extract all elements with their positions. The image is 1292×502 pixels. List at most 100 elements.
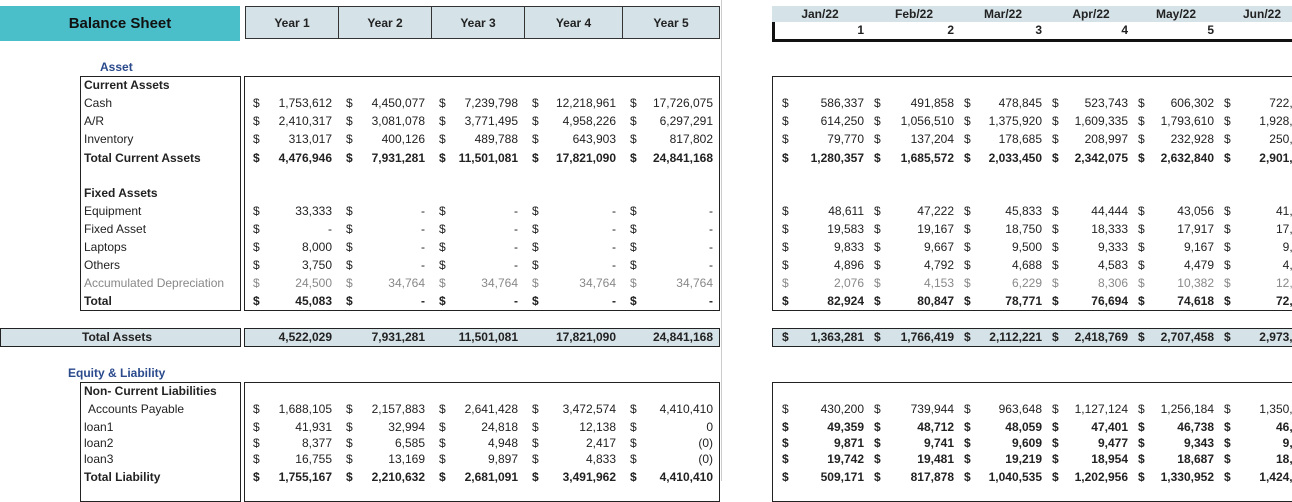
monthly-value-cell[interactable]: 19,481 bbox=[917, 452, 954, 466]
monthly-value-cell[interactable]: 1,040,535 bbox=[988, 470, 1042, 484]
currency-symbol[interactable]: $ bbox=[253, 240, 260, 254]
monthly-value-cell[interactable]: 9,741 bbox=[923, 436, 954, 450]
monthly-value-cell[interactable]: 41,66 bbox=[1275, 204, 1292, 218]
currency-symbol[interactable]: $ bbox=[874, 114, 881, 128]
monthly-value-cell[interactable]: 430,200 bbox=[820, 402, 864, 416]
currency-symbol[interactable]: $ bbox=[874, 204, 881, 218]
currency-symbol[interactable]: $ bbox=[532, 132, 539, 146]
currency-symbol[interactable]: $ bbox=[253, 132, 260, 146]
monthly-value-cell[interactable]: 2,076 bbox=[833, 276, 864, 290]
monthly-value-cell[interactable]: 4,896 bbox=[833, 258, 864, 272]
monthly-value-cell[interactable]: 48,059 bbox=[1005, 420, 1042, 434]
monthly-value-cell[interactable]: 47,401 bbox=[1091, 420, 1128, 434]
currency-symbol[interactable]: $ bbox=[439, 470, 446, 484]
currency-symbol[interactable]: $ bbox=[874, 258, 881, 272]
currency-symbol[interactable]: $ bbox=[439, 276, 446, 290]
currency-symbol[interactable]: $ bbox=[439, 132, 446, 146]
monthly-value-cell[interactable]: 9,833 bbox=[833, 240, 864, 254]
monthly-value-cell[interactable]: 43,056 bbox=[1177, 204, 1214, 218]
value-cell[interactable]: 2,157,883 bbox=[371, 402, 425, 416]
year-header-3[interactable]: Year 3 bbox=[431, 6, 525, 39]
value-cell[interactable]: 8,000 bbox=[301, 240, 332, 254]
currency-symbol[interactable]: $ bbox=[1224, 402, 1231, 416]
currency-symbol[interactable]: $ bbox=[532, 402, 539, 416]
value-cell[interactable]: 24,841,168 bbox=[652, 330, 713, 344]
currency-symbol[interactable]: $ bbox=[532, 452, 539, 466]
value-cell[interactable]: 4,522,029 bbox=[278, 330, 332, 344]
value-cell[interactable]: 17,726,075 bbox=[652, 96, 713, 110]
currency-symbol[interactable]: $ bbox=[964, 151, 971, 165]
value-cell[interactable]: (0) bbox=[698, 452, 713, 466]
value-cell[interactable]: 8,377 bbox=[301, 436, 332, 450]
value-cell[interactable]: 0 bbox=[706, 420, 713, 434]
currency-symbol[interactable]: $ bbox=[1224, 151, 1231, 165]
value-cell[interactable]: 4,410,410 bbox=[659, 402, 713, 416]
currency-symbol[interactable]: $ bbox=[439, 436, 446, 450]
currency-symbol[interactable]: $ bbox=[346, 436, 353, 450]
currency-symbol[interactable]: $ bbox=[1052, 470, 1059, 484]
monthly-value-cell[interactable]: 82,924 bbox=[827, 294, 864, 308]
value-cell[interactable]: - bbox=[709, 258, 713, 272]
currency-symbol[interactable]: $ bbox=[630, 132, 637, 146]
currency-symbol[interactable]: $ bbox=[1138, 276, 1145, 290]
monthly-value-cell[interactable]: 4,37 bbox=[1282, 258, 1292, 272]
currency-symbol[interactable]: $ bbox=[253, 114, 260, 128]
value-cell[interactable]: 9,897 bbox=[487, 452, 518, 466]
currency-symbol[interactable]: $ bbox=[439, 420, 446, 434]
value-cell[interactable]: 41,931 bbox=[295, 420, 332, 434]
currency-symbol[interactable]: $ bbox=[1224, 258, 1231, 272]
currency-symbol[interactable]: $ bbox=[253, 294, 260, 308]
value-cell[interactable]: - bbox=[421, 240, 425, 254]
month-header-1[interactable]: Jan/22 bbox=[801, 7, 839, 21]
value-cell[interactable]: - bbox=[421, 204, 425, 218]
monthly-value-cell[interactable]: 2,973,87 bbox=[1259, 330, 1292, 344]
monthly-value-cell[interactable]: 79,770 bbox=[827, 132, 864, 146]
currency-symbol[interactable]: $ bbox=[874, 330, 881, 344]
monthly-value-cell[interactable]: 1,280,357 bbox=[810, 151, 864, 165]
monthly-value-cell[interactable]: 2,707,458 bbox=[1160, 330, 1214, 344]
currency-symbol[interactable]: $ bbox=[532, 96, 539, 110]
currency-symbol[interactable]: $ bbox=[346, 470, 353, 484]
value-cell[interactable]: 7,931,281 bbox=[371, 151, 425, 165]
currency-symbol[interactable]: $ bbox=[874, 222, 881, 236]
currency-symbol[interactable]: $ bbox=[1224, 204, 1231, 218]
value-cell[interactable]: - bbox=[421, 258, 425, 272]
monthly-value-cell[interactable]: 49,359 bbox=[827, 420, 864, 434]
currency-symbol[interactable]: $ bbox=[346, 276, 353, 290]
currency-symbol[interactable]: $ bbox=[439, 151, 446, 165]
monthly-value-cell[interactable]: 208,997 bbox=[1084, 132, 1128, 146]
monthly-value-cell[interactable]: 1,375,920 bbox=[988, 114, 1042, 128]
currency-symbol[interactable]: $ bbox=[964, 114, 971, 128]
monthly-value-cell[interactable]: 9,20 bbox=[1282, 436, 1292, 450]
currency-symbol[interactable]: $ bbox=[253, 470, 260, 484]
currency-symbol[interactable]: $ bbox=[782, 436, 789, 450]
monthly-value-cell[interactable]: 9,667 bbox=[923, 240, 954, 254]
currency-symbol[interactable]: $ bbox=[1138, 402, 1145, 416]
currency-symbol[interactable]: $ bbox=[782, 132, 789, 146]
monthly-value-cell[interactable]: 48,611 bbox=[828, 204, 864, 218]
monthly-value-cell[interactable]: 4,792 bbox=[923, 258, 954, 272]
year-header-5[interactable]: Year 5 bbox=[622, 6, 720, 39]
currency-symbol[interactable]: $ bbox=[630, 240, 637, 254]
currency-symbol[interactable]: $ bbox=[532, 258, 539, 272]
currency-symbol[interactable]: $ bbox=[874, 240, 881, 254]
currency-symbol[interactable]: $ bbox=[253, 222, 260, 236]
currency-symbol[interactable]: $ bbox=[874, 132, 881, 146]
currency-symbol[interactable]: $ bbox=[346, 204, 353, 218]
value-cell[interactable]: 1,688,105 bbox=[278, 402, 332, 416]
value-cell[interactable]: 34,764 bbox=[388, 276, 425, 290]
currency-symbol[interactable]: $ bbox=[1138, 132, 1145, 146]
currency-symbol[interactable]: $ bbox=[1224, 420, 1231, 434]
currency-symbol[interactable]: $ bbox=[532, 420, 539, 434]
value-cell[interactable]: 489,788 bbox=[474, 132, 518, 146]
currency-symbol[interactable]: $ bbox=[874, 420, 881, 434]
value-cell[interactable]: 817,802 bbox=[669, 132, 713, 146]
value-cell[interactable]: 34,764 bbox=[579, 276, 616, 290]
currency-symbol[interactable]: $ bbox=[346, 294, 353, 308]
monthly-value-cell[interactable]: 18,750 bbox=[1005, 222, 1042, 236]
value-cell[interactable]: 3,491,962 bbox=[562, 470, 616, 484]
value-cell[interactable]: 34,764 bbox=[676, 276, 713, 290]
currency-symbol[interactable]: $ bbox=[439, 452, 446, 466]
currency-symbol[interactable]: $ bbox=[964, 276, 971, 290]
currency-symbol[interactable]: $ bbox=[439, 258, 446, 272]
